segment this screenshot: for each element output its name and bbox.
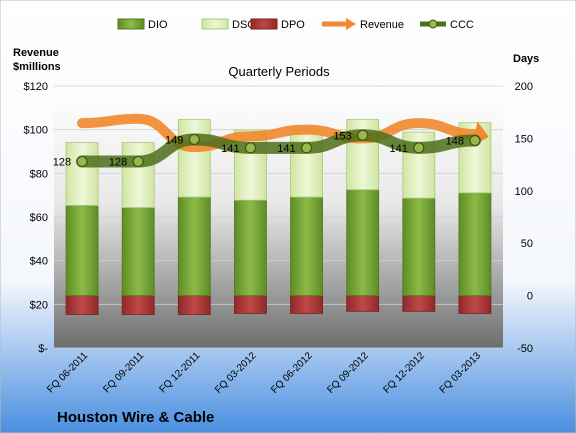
left-tick-label: $100 [24,125,48,137]
ccc-data-label: 153 [333,130,351,142]
dio-bar [402,197,436,296]
dio-bar [458,192,492,296]
legend-swatch-revenue-arrow [346,18,356,30]
ccc-marker [188,133,200,146]
legend-swatch-dpo [250,18,278,30]
dio-bar [234,199,267,296]
ccc-marker [244,142,257,154]
dso-bar [177,119,211,198]
ccc-marker [300,142,313,154]
right-tick-label: 50 [521,238,533,250]
right-tick-label: 150 [515,133,533,145]
legend-swatch-ccc-marker [428,19,438,29]
dpo-bar [65,295,99,315]
left-tick-label: $- [38,343,48,355]
legend-label-dso: DSO [232,19,256,31]
ccc-marker [76,155,88,168]
dpo-bar [346,295,380,312]
left-axis-title-line2: $millions [13,61,61,73]
left-tick-label: $60 [30,212,48,224]
left-tick-label: $20 [30,299,48,311]
ccc-data-label: 141 [221,143,239,155]
right-tick-label: 0 [527,291,533,303]
dio-bar [177,196,211,296]
dpo-bar [402,295,436,312]
dpo-bar [458,295,492,314]
company-name: Houston Wire & Cable [57,409,214,426]
ccc-line: 128 128 149 141 141 153 141 148 [53,129,481,168]
left-axis-ticks: $- $20 $40 $60 $80 $100 $120 [24,81,49,355]
right-tick-label: 100 [515,186,533,198]
right-axis-title: Days [513,53,539,65]
dio-bar [346,189,380,296]
dpo-bar [234,295,267,314]
dso-bar [65,142,99,206]
legend-swatch-dso [201,18,229,30]
ccc-series-line [76,129,481,168]
ccc-data-label: 141 [277,143,295,155]
dpo-bar [290,295,323,314]
dpo-bar [177,295,211,315]
legend: DIO DSO DPO Revenue CCC [117,18,474,31]
ccc-data-label: 128 [109,156,127,168]
ccc-marker [469,134,481,147]
ccc-data-label: 149 [165,134,183,146]
ccc-marker [357,129,369,141]
legend-label-dio: DIO [148,19,168,31]
legend-label-dpo: DPO [281,19,305,31]
chart-title: Quarterly Periods [228,64,330,79]
left-axis-title-line1: Revenue [13,47,59,59]
right-tick-label: -50 [517,343,533,355]
dio-bar [121,207,155,296]
ccc-data-label: 128 [53,156,71,168]
legend-label-revenue: Revenue [360,19,404,31]
ccc-marker [132,155,144,168]
ccc-data-label: 141 [389,143,407,155]
ccc-data-label: 148 [446,135,464,147]
left-tick-label: $120 [24,81,48,93]
right-tick-label: 200 [515,81,533,93]
dio-bar [290,196,323,296]
legend-swatch-dio [117,18,145,30]
left-tick-label: $40 [30,256,48,268]
legend-label-ccc: CCC [450,19,474,31]
dpo-bar [121,295,155,315]
ccc-marker [413,142,425,154]
left-tick-label: $80 [30,168,48,180]
dio-bar [65,205,99,296]
dso-bar [290,129,323,198]
dso-bar [121,142,155,208]
revenue-series-line [77,113,480,153]
right-axis-ticks: -50 0 50 100 150 200 [515,81,533,355]
